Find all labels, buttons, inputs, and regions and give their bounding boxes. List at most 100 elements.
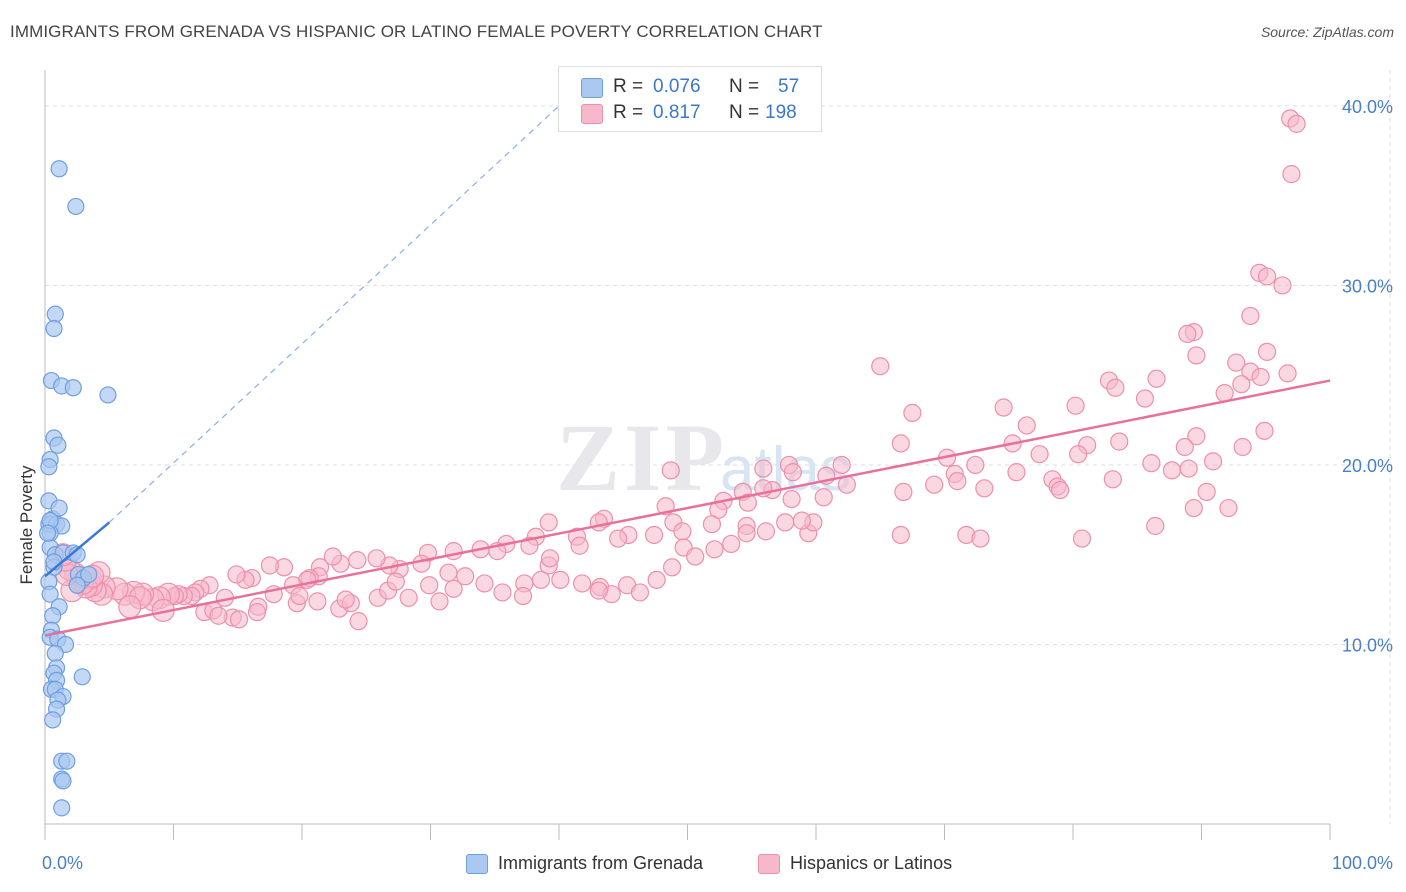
- hispanic-point-150: [229, 610, 249, 629]
- legend-swatch-grenada: [466, 854, 488, 874]
- hispanic-point-1: [1287, 114, 1306, 133]
- hispanic-point-154: [308, 592, 327, 611]
- hispanic-point-51: [1179, 459, 1198, 478]
- hispanic-point-185: [439, 563, 458, 582]
- hispanic-point-65: [738, 493, 757, 512]
- legend-swatch-hispanic: [758, 854, 780, 874]
- hispanic-point-114: [260, 556, 279, 575]
- grenada-point-2: [46, 305, 64, 323]
- hispanic-point-38: [1142, 454, 1161, 473]
- hispanic-point-44: [783, 463, 802, 482]
- hispanic-point-40: [832, 455, 851, 475]
- grenada-trend-extension: [108, 105, 560, 523]
- grenada-point-34: [44, 607, 62, 625]
- hispanic-point-190: [209, 606, 228, 625]
- hispanic-point-77: [1184, 498, 1203, 518]
- hispanic-point-52: [1007, 463, 1026, 482]
- hispanic-point-31: [1233, 437, 1252, 457]
- hispanic-point-55: [1197, 482, 1216, 501]
- legend-r-label-pink: R =: [613, 102, 644, 123]
- hispanic-point-161: [420, 576, 439, 595]
- hispanic-point-99: [444, 542, 463, 561]
- hispanic-point-193: [118, 595, 142, 619]
- axes: [44, 70, 1331, 840]
- hispanic-point-14: [1278, 364, 1297, 383]
- hispanic-point-177: [662, 558, 682, 577]
- legend-n-label-pink: N =: [729, 102, 760, 123]
- hispanic-point-183: [540, 549, 560, 568]
- hispanic-point-11: [1227, 353, 1246, 372]
- hispanic-point-78: [1219, 498, 1238, 518]
- hispanic-point-19: [1106, 378, 1125, 397]
- hispanic-point-22: [994, 398, 1013, 417]
- grenada-point-32: [41, 585, 59, 603]
- hispanic-point-181: [722, 534, 741, 554]
- hispanic-point-28: [1110, 432, 1129, 451]
- grenada-point-54: [53, 799, 71, 817]
- legend-label-grenada: Immigrants from Grenada: [498, 853, 704, 873]
- hispanic-point-163: [444, 579, 463, 598]
- hispanic-point-50: [1162, 461, 1182, 480]
- pink-points: [51, 109, 1306, 631]
- legend-n-label-blue: N =: [729, 76, 760, 97]
- series-legend: Immigrants from Grenada Hispanics or Lat…: [0, 852, 1406, 878]
- legend-swatch-pink: [581, 104, 603, 124]
- hispanic-point-166: [493, 583, 512, 602]
- hispanic-point-13: [1251, 367, 1270, 387]
- hispanic-point-10: [1187, 346, 1206, 365]
- hispanic-point-175: [630, 583, 650, 602]
- grenada-point-30: [68, 576, 86, 594]
- hispanic-point-160: [399, 588, 418, 607]
- hispanic-point-17: [1147, 369, 1166, 388]
- hispanic-point-84: [702, 515, 722, 534]
- hispanic-point-4: [1257, 267, 1277, 286]
- hispanic-point-25: [1017, 416, 1036, 435]
- legend-r-value-blue: 0.076: [653, 76, 701, 97]
- hispanic-point-86: [644, 525, 664, 545]
- legend-r-label-blue: R =: [613, 76, 644, 97]
- grenada-point-3: [45, 319, 63, 338]
- y-axis-label: Female Poverty: [17, 465, 36, 585]
- legend-n-value-blue: 57: [778, 76, 800, 97]
- hispanic-point-8: [1178, 324, 1197, 343]
- hispanic-point-57: [1051, 480, 1070, 500]
- hispanic-point-23: [1066, 396, 1085, 415]
- hispanic-point-171: [573, 574, 592, 593]
- hispanic-point-75: [1072, 529, 1092, 548]
- hispanic-point-90: [589, 513, 608, 532]
- hispanic-point-34: [1069, 445, 1088, 464]
- hispanic-point-2: [1282, 165, 1301, 184]
- grenada-point-39: [46, 644, 64, 663]
- hispanic-point-165: [475, 574, 494, 593]
- hispanic-point-92: [570, 536, 589, 555]
- hispanic-point-21: [1135, 389, 1155, 408]
- hispanic-point-9: [1257, 342, 1277, 361]
- stats-legend: R = 0.076 N = 57 R = 0.817 N = 198: [558, 66, 822, 132]
- grenada-point-53: [54, 772, 72, 790]
- hispanic-point-81: [776, 513, 795, 532]
- x-tick-label-1: 100.0%: [1332, 853, 1393, 873]
- hispanic-point-93: [539, 513, 558, 532]
- y-tick-label-2: 30.0%: [1342, 276, 1393, 296]
- hispanic-point-184: [513, 586, 533, 606]
- grenada-point-18: [50, 499, 68, 517]
- trend-lines: [44, 105, 1331, 637]
- hispanic-trend-line: [44, 379, 1331, 637]
- hispanic-point-76: [1146, 516, 1165, 536]
- hispanic-point-60: [814, 488, 833, 507]
- hispanic-point-188: [290, 586, 309, 606]
- hispanic-point-30: [891, 434, 910, 453]
- hispanic-point-170: [551, 570, 570, 589]
- grenada-point-1: [67, 197, 85, 216]
- x-tick-label-0: 0.0%: [42, 853, 83, 873]
- hispanic-point-101: [412, 554, 431, 573]
- grenada-point-49: [44, 711, 62, 729]
- hispanic-point-16: [871, 357, 890, 376]
- watermark-zip: ZIP: [556, 404, 728, 511]
- grenada-point-42: [73, 668, 91, 686]
- hispanic-point-180: [705, 540, 724, 559]
- hispanic-point-43: [661, 461, 680, 480]
- hispanic-point-189: [247, 603, 267, 622]
- hispanic-point-35: [1030, 445, 1049, 464]
- chart-title: IMMIGRANTS FROM GRENADA VS HISPANIC OR L…: [10, 22, 823, 41]
